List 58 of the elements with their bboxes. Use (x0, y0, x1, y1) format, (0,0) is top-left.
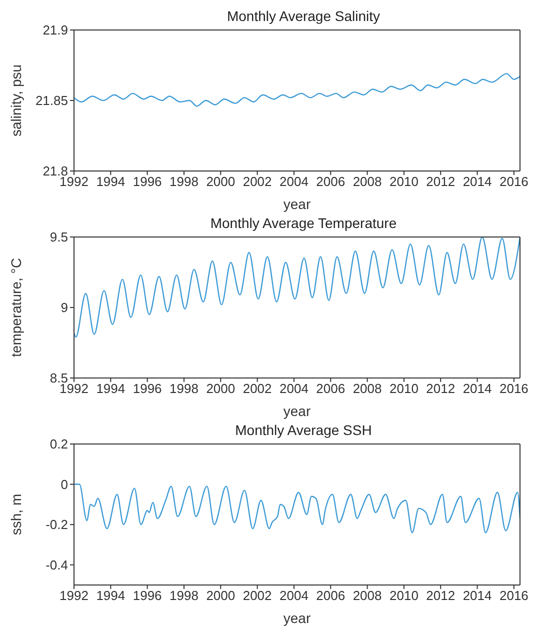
x-tick-label: 1996 (132, 588, 162, 604)
x-tick-label: 2014 (462, 381, 492, 396)
x-tick-label: 1994 (96, 381, 126, 396)
x-tick-label: 2014 (462, 174, 492, 190)
x-axis-title: year (283, 403, 311, 419)
x-tick-label: 2012 (426, 588, 456, 604)
x-tick-label: 2016 (499, 174, 528, 190)
x-axis-title: year (283, 196, 311, 212)
x-tick-label: 2008 (352, 588, 382, 604)
x-tick-label: 1998 (170, 174, 198, 190)
x-tick-label: 2000 (206, 588, 236, 604)
x-tick-label: 2014 (462, 588, 492, 604)
x-tick-label: 2002 (242, 174, 272, 190)
x-tick-label: 1992 (60, 174, 88, 190)
chart-title: Monthly Average Temperature (210, 215, 397, 231)
y-axis-title: ssh, m (8, 494, 24, 536)
x-tick-label: 2012 (426, 174, 456, 190)
y-tick-label: -0.4 (46, 557, 68, 572)
x-tick-label: 2006 (316, 174, 346, 190)
y-tick-label: 21.85 (35, 93, 68, 108)
line-series (74, 73, 520, 107)
x-tick-label: 2004 (280, 588, 308, 604)
x-axis-title: year (283, 610, 311, 626)
x-tick-label: 1994 (96, 174, 126, 190)
y-tick-label: 9 (60, 300, 68, 316)
x-tick-label: 2016 (499, 381, 528, 396)
x-tick-label: 1994 (96, 588, 126, 604)
x-tick-label: 1998 (170, 381, 198, 396)
y-axis-title: salinity, psu (8, 64, 24, 137)
x-tick-label: 2002 (242, 588, 272, 604)
x-tick-label: 1992 (60, 381, 88, 396)
x-tick-label: 1996 (132, 381, 162, 396)
x-tick-label: 2010 (390, 588, 418, 604)
x-tick-label: 2000 (206, 174, 236, 190)
x-tick-label: 2000 (206, 381, 236, 396)
y-axis-title: temperature, °C (8, 258, 24, 357)
x-tick-label: 2006 (316, 381, 346, 396)
x-tick-label: 2008 (352, 174, 382, 190)
x-tick-label: 2002 (242, 381, 272, 396)
chart-title: Monthly Average Salinity (226, 8, 380, 24)
y-tick-label: 0 (60, 476, 68, 492)
x-tick-label: 2004 (280, 174, 308, 190)
y-tick-label: 21.9 (42, 22, 68, 38)
y-tick-label: 0.2 (50, 436, 68, 452)
y-tick-label: -0.2 (46, 517, 68, 532)
y-tick-label: 9.5 (50, 230, 68, 245)
x-tick-label: 2006 (316, 588, 346, 604)
chart-title: Monthly Average SSH (235, 422, 372, 438)
x-tick-label: 2004 (280, 381, 308, 396)
x-tick-label: 1992 (60, 588, 88, 604)
x-tick-label: 2016 (499, 588, 528, 604)
x-tick-label: 2010 (390, 381, 418, 396)
x-tick-label: 1996 (132, 174, 162, 190)
x-tick-label: 1998 (170, 588, 198, 604)
x-tick-label: 2012 (426, 381, 456, 396)
x-tick-label: 2010 (390, 174, 418, 190)
x-tick-label: 2008 (352, 381, 382, 396)
line-series (74, 484, 520, 534)
